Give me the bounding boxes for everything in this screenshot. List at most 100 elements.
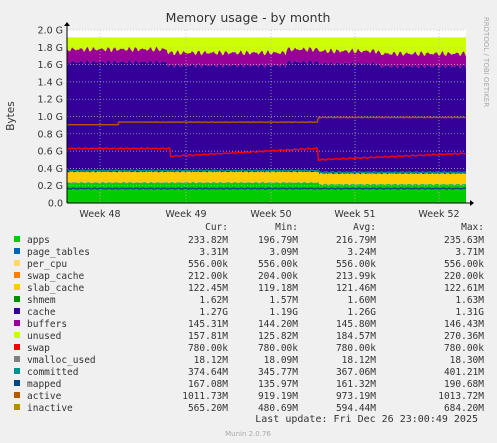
legend-cur: 1.27G [199,307,228,318]
legend-avg: 594.44M [336,403,376,414]
legend-name: swap [27,343,50,354]
line-committed [66,169,466,174]
legend-min: 345.77M [258,367,298,378]
legend-max: 684.20M [444,403,484,414]
y-tick-label: 0.8 G [38,129,64,140]
legend-row-buffers: buffers 145.31M 144.20M 145.80M 146.43M [14,319,484,330]
y-tick-label: 0.2 G [38,181,64,192]
legend-min: 119.18M [258,283,298,294]
legend-max: 1013.72M [438,391,484,402]
x-tick-label: Week 52 [418,209,459,220]
legend-name: committed [27,367,78,378]
area-cache [67,59,466,175]
legend-swatch [14,356,20,362]
legend-row-unused: unused 157.81M 125.82M 184.57M 270.36M [14,331,484,342]
legend-name: cache [27,307,56,318]
legend-cur: 3.31M [199,247,228,258]
plot-area [64,22,474,206]
legend-max: 780.00k [444,343,484,354]
legend-swatch [14,272,20,278]
legend-row-committed: committed 374.64M 345.77M 367.06M 401.21M [14,367,484,378]
legend-min: 1.19G [269,307,298,318]
legend-row-slab-cache: slab_cache 122.45M 119.18M 121.46M 122.61M [14,283,484,294]
legend-cur: 233.82M [188,235,228,246]
legend-max: 1.31G [455,307,484,318]
legend-swatch [14,308,20,314]
legend-max: 3.71M [455,247,484,258]
legend-max: 220.00k [444,271,484,282]
x-axis-arrow [470,200,474,206]
legend-min: 556.00k [258,259,298,270]
legend-name: inactive [27,403,73,414]
legend-name: mapped [27,379,61,390]
legend-max: 122.61M [444,283,484,294]
legend-cur: 565.20M [188,403,228,414]
legend-row-inactive: inactive 565.20M 480.69M 594.44M 684.20M [14,403,484,414]
legend-swatch [14,368,20,374]
legend-min: 919.19M [258,391,298,402]
legend-avg: 780.00k [336,343,376,354]
legend-avg: 184.57M [336,331,376,342]
legend-name: active [27,391,62,402]
legend-min: 135.97M [258,379,298,390]
legend-cur: 18.12M [194,355,229,366]
legend-max: 18.30M [450,355,485,366]
x-tick-label: Week 51 [334,209,375,220]
legend-avg: 556.00k [336,259,376,270]
legend-avg: 213.99k [336,271,376,282]
legend-row-page-tables: page_tables 3.31M 3.09M 3.24M 3.71M [14,247,484,258]
legend-swatch [14,284,20,290]
legend-min: 1.57M [269,295,298,306]
last-update: Last update: Fri Dec 26 23:00:49 2025 [255,414,478,425]
legend-row-swap-cache: swap_cache 212.00k 204.00k 213.99k 220.00k [14,271,484,282]
legend-row-apps: apps 233.82M 196.79M 216.79M 235.63M [14,235,484,246]
legend-cur: 1.62M [199,295,228,306]
line-inactive [66,146,467,162]
area-page-tables [67,181,466,186]
legend-avg: 145.80M [336,319,376,330]
legend-cur: 157.81M [188,331,228,342]
area-slab-cache [67,171,466,185]
legend-name: vmalloc_used [27,355,96,366]
y-tick-label: 1.8 G [38,43,64,54]
legend-avg: 3.24M [347,247,376,258]
y-tick-label: 2.0 G [38,26,64,37]
legend-row-cache: cache 1.27G 1.19G 1.26G 1.31G [14,307,484,318]
legend-column-header: Min: [275,222,298,233]
legend-max: 146.43M [444,319,484,330]
rrdtool-label: RRDTOOL / TOBI OETIKER [482,17,490,107]
legend-name: page_tables [27,247,90,258]
y-axis-label: Bytes [5,101,17,130]
legend-swatch [14,296,20,302]
legend-swatch [14,392,20,398]
legend-avg: 18.12M [342,355,377,366]
area-apps [67,182,466,203]
y-tick-label: 1.6 G [38,60,64,71]
legend-column-header: Max: [461,222,484,233]
legend-max: 270.36M [444,331,484,342]
legend-cur: 1011.73M [182,391,228,402]
legend-row-mapped: mapped 167.08M 135.97M 161.32M 190.68M [14,379,484,390]
legend-max: 190.68M [444,379,484,390]
legend-min: 18.09M [264,355,299,366]
legend-min: 204.00k [258,271,298,282]
legend-cur: 212.00k [188,271,228,282]
y-tick-label: 0.6 G [38,147,64,158]
y-tick-label: 1.2 G [38,95,64,106]
axis-ticks: 0.0 0.2 G 0.4 G 0.6 G 0.8 G 1.0 G 1.2 G 1.4 G 1.… [38,26,460,221]
legend-min: 780.00k [258,343,298,354]
y-tick-label: 0.0 [48,199,63,210]
legend-name: per_cpu [27,259,67,270]
legend-min: 144.20M [258,319,298,330]
legend-name: slab_cache [27,283,84,294]
legend-name: apps [27,235,50,246]
x-tick-label: Week 50 [250,209,291,220]
legend-row-vmalloc-used: vmalloc_used 18.12M 18.09M 18.12M 18.30M [14,355,484,366]
chart-title: Memory usage - by month [166,10,331,25]
legend-min: 480.69M [258,403,298,414]
legend-swatch [14,320,20,326]
legend-cur: 145.31M [188,319,228,330]
legend-avg: 973.19M [336,391,376,402]
legend-cur: 780.00k [188,343,228,354]
